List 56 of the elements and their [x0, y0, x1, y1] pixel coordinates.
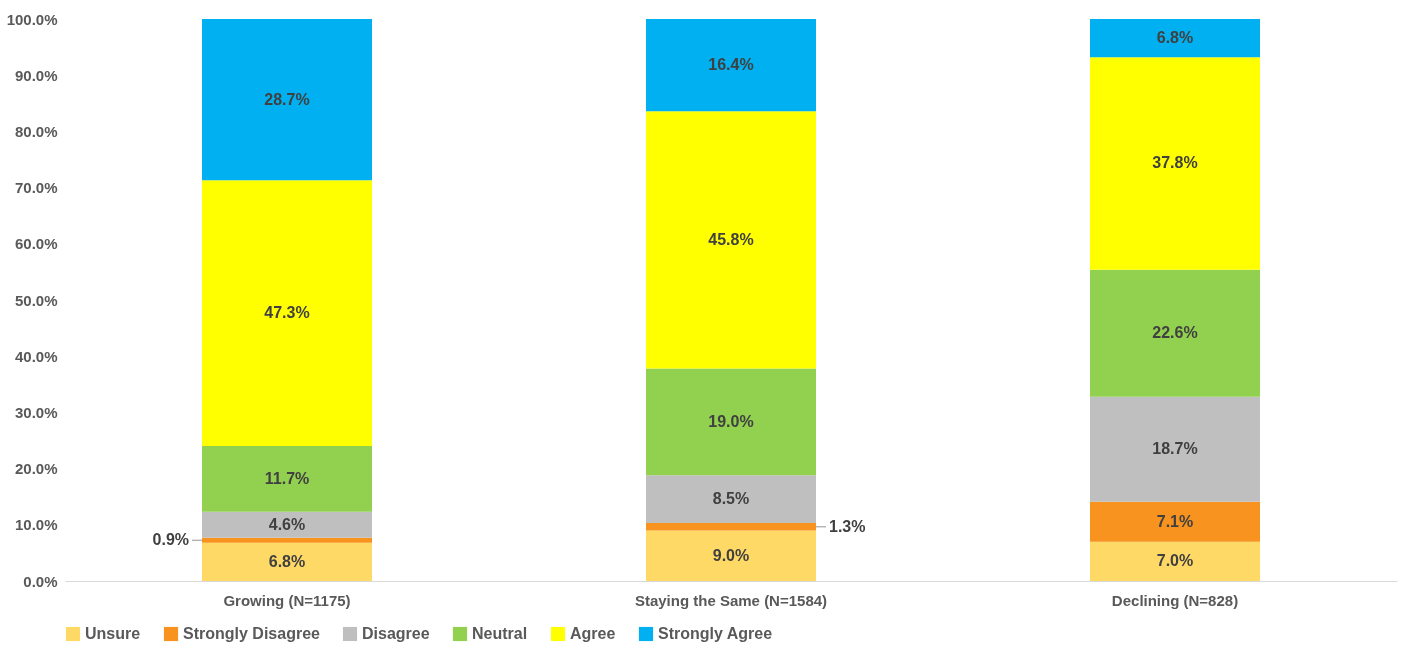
- y-tick-label: 40.0%: [14, 347, 58, 365]
- data-label: 22.6%: [1152, 324, 1198, 342]
- x-tick-label: Declining (N=828): [1111, 591, 1239, 609]
- bar: [202, 537, 372, 543]
- bar: [1090, 541, 1260, 581]
- y-tick-label: 0.0%: [23, 572, 58, 590]
- data-label: 18.7%: [1152, 440, 1198, 458]
- bar: [1090, 396, 1260, 502]
- data-label: 7.1%: [1156, 512, 1194, 530]
- data-label: 1.3%: [829, 517, 866, 535]
- bar: [1090, 57, 1260, 270]
- y-tick-label: 50.0%: [14, 291, 58, 309]
- bar: [646, 368, 816, 476]
- bar: [202, 511, 372, 538]
- data-label: 6.8%: [268, 552, 306, 570]
- data-label: 19.0%: [708, 412, 754, 430]
- legend-label: Neutral: [472, 625, 528, 642]
- y-tick-label: 90.0%: [14, 66, 58, 84]
- bar: [202, 180, 372, 447]
- data-label: 0.9%: [152, 531, 189, 549]
- y-tick-label: 30.0%: [14, 403, 58, 421]
- data-label: 28.7%: [264, 90, 310, 108]
- bar: [646, 111, 816, 369]
- y-tick-label: 100.0%: [6, 10, 58, 28]
- legend-label: Disagree: [362, 625, 430, 642]
- data-label: 45.8%: [708, 230, 754, 248]
- bar: [646, 530, 816, 581]
- data-label: 37.8%: [1152, 154, 1198, 172]
- bar: [1090, 501, 1260, 542]
- y-tick-label: 70.0%: [14, 179, 58, 197]
- y-tick-label: 60.0%: [14, 235, 58, 253]
- bar: [646, 475, 816, 524]
- bar: [202, 542, 372, 581]
- legend-label: Strongly Agree: [658, 625, 773, 642]
- data-label: 7.0%: [1156, 552, 1194, 570]
- legend-label: Strongly Disagree: [183, 625, 321, 642]
- legend-label: Unsure: [85, 625, 141, 642]
- data-label: 16.4%: [708, 56, 754, 74]
- data-label: 8.5%: [712, 490, 750, 508]
- x-tick-label: Staying the Same (N=1584): [634, 591, 828, 609]
- bar: [1090, 19, 1260, 58]
- y-tick-label: 10.0%: [14, 516, 58, 534]
- legend-label: Agree: [570, 625, 616, 642]
- bar: [1090, 269, 1260, 397]
- bar: [202, 446, 372, 512]
- bar: [646, 19, 816, 112]
- bar: [202, 19, 372, 181]
- data-label: 11.7%: [264, 470, 310, 487]
- x-tick-label: Growing (N=1175): [223, 591, 351, 609]
- y-tick-label: 80.0%: [14, 122, 58, 140]
- data-label: 9.0%: [712, 546, 750, 564]
- data-label: 4.6%: [268, 515, 306, 533]
- data-label: 47.3%: [264, 304, 310, 322]
- y-tick-label: 20.0%: [14, 460, 58, 478]
- data-label: 6.8%: [1156, 29, 1194, 47]
- bar: [646, 523, 816, 531]
